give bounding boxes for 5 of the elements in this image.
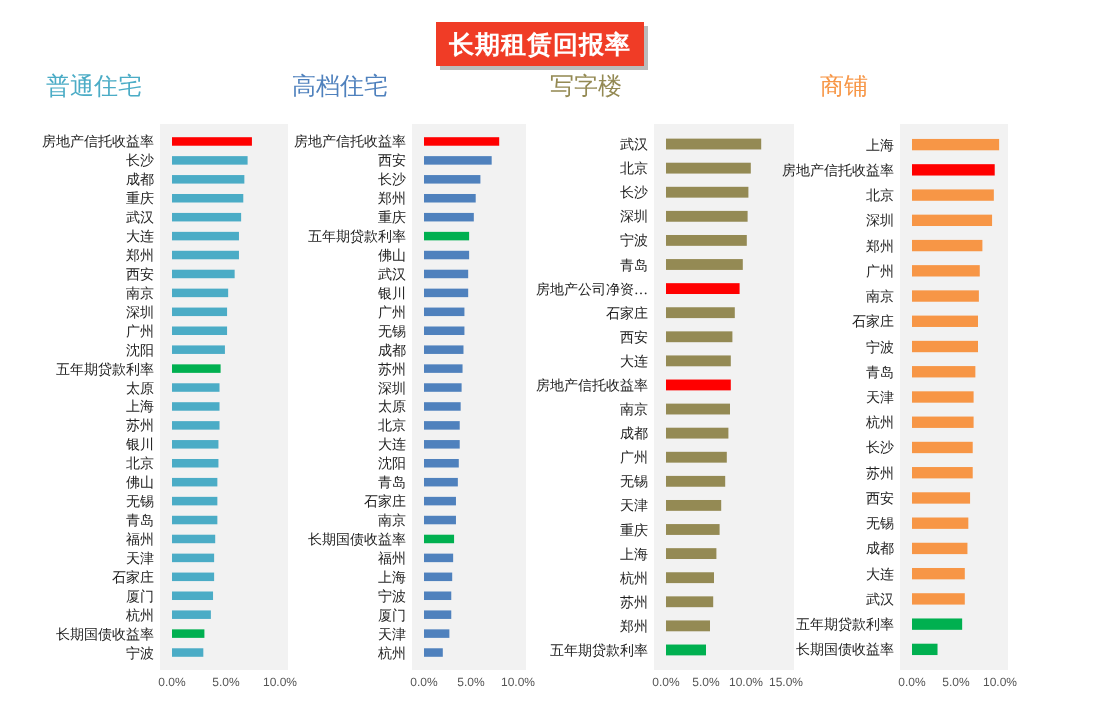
- chart-title: 写字楼: [550, 72, 622, 100]
- text: 长期租赁回报率: [447, 29, 631, 59]
- chart-title: 高档住宅: [292, 72, 388, 100]
- chart-title: 普通住宅: [46, 72, 142, 100]
- chart-title: 商铺: [820, 72, 868, 100]
